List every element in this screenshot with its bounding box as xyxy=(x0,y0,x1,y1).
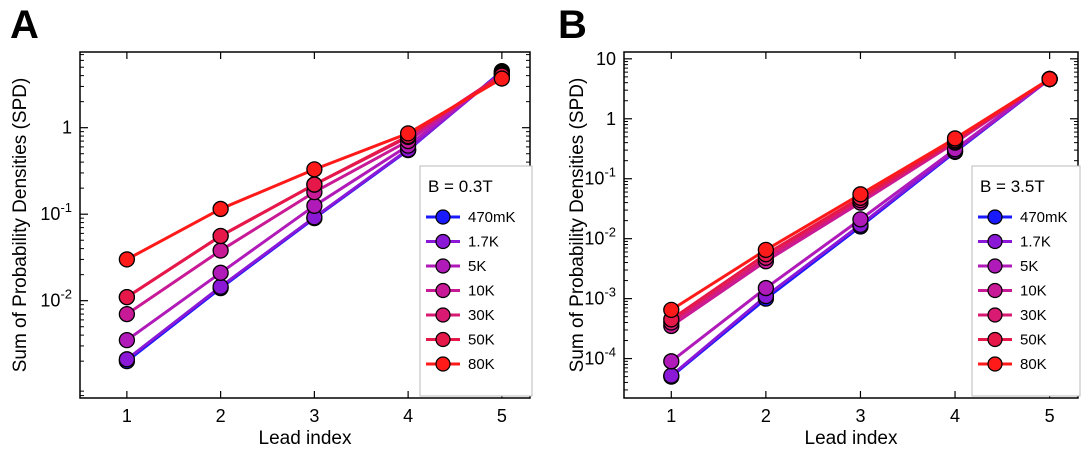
y-tick-base: 10 xyxy=(584,289,604,309)
legend-entry-5K: 5K xyxy=(1020,258,1038,275)
y-axis-title: Sum of Probability Densities (SPD) xyxy=(10,78,31,373)
x-tick-label: 2 xyxy=(216,406,226,426)
x-tick-label: 3 xyxy=(855,406,865,426)
data-point-5K xyxy=(306,197,323,214)
legend-entry-5K: 5K xyxy=(468,258,486,275)
x-axis-title: Lead index xyxy=(259,428,352,449)
legend-entry-10K: 10K xyxy=(1020,283,1047,300)
data-point-50K xyxy=(118,288,136,306)
data-point-50K xyxy=(306,176,323,193)
legend-marker-30K xyxy=(987,307,1003,323)
legend-entry-470mK: 470mK xyxy=(468,209,516,226)
legend-entry-1.7K: 1.7K xyxy=(468,234,499,251)
legend-marker-80K xyxy=(987,356,1003,372)
x-axis-title: Lead index xyxy=(805,428,898,449)
x-tick-label: 4 xyxy=(950,406,960,426)
legend-marker-470mK xyxy=(987,209,1003,225)
legend-box xyxy=(419,165,533,397)
y-tick-exponent: -3 xyxy=(604,285,616,300)
y-tick-exponent: -1 xyxy=(604,165,616,180)
data-point-1.7K xyxy=(118,351,136,368)
legend-marker-1.7K xyxy=(987,233,1003,250)
y-tick-exponent: -2 xyxy=(60,287,72,302)
legend-marker-50K xyxy=(435,331,451,348)
x-tick-label: 5 xyxy=(1045,406,1055,426)
y-tick-label: 10-4 xyxy=(584,345,616,369)
x-tick-label: 5 xyxy=(497,406,507,426)
data-point-80K xyxy=(493,70,511,87)
data-point-10K xyxy=(212,242,229,259)
panel-letter-b: B xyxy=(558,3,587,47)
y-tick-exponent: -1 xyxy=(60,200,72,215)
data-point-5K xyxy=(663,353,680,370)
y-tick-base: 1 xyxy=(62,118,72,138)
legend-entry-80K: 80K xyxy=(468,356,495,373)
legend-marker-5K xyxy=(987,258,1003,274)
legend-marker-80K xyxy=(435,356,451,372)
y-tick-base: 10 xyxy=(584,229,604,249)
legend-entry-470mK: 470mK xyxy=(1020,209,1068,226)
data-point-1.7K xyxy=(212,278,229,295)
y-tick-label: 10 xyxy=(596,49,616,69)
y-tick-base: 10 xyxy=(596,49,616,69)
y-tick-label: 10-1 xyxy=(584,165,616,189)
data-point-80K xyxy=(399,125,417,142)
x-tick-label: 3 xyxy=(309,406,319,426)
y-tick-label: 1 xyxy=(62,118,72,138)
data-point-5K xyxy=(852,211,869,228)
y-tick-base: 10 xyxy=(584,169,604,189)
data-point-5K xyxy=(118,331,136,349)
legend-entry-80K: 80K xyxy=(1020,356,1047,373)
x-tick-label: 1 xyxy=(122,406,132,426)
legend-title: B = 0.3T xyxy=(428,177,493,196)
legend-entry-50K: 50K xyxy=(468,332,495,349)
data-point-1.7K xyxy=(663,367,680,384)
legend-marker-50K xyxy=(987,331,1003,348)
x-tick-label: 1 xyxy=(666,406,676,426)
data-point-80K xyxy=(306,161,323,178)
data-point-80K xyxy=(852,186,869,203)
legend-marker-30K xyxy=(435,307,451,323)
data-point-50K xyxy=(212,227,229,245)
y-tick-base: 10 xyxy=(40,204,60,224)
legend-entry-30K: 30K xyxy=(468,307,495,324)
y-tick-label: 10-1 xyxy=(40,200,72,224)
y-tick-base: 10 xyxy=(40,291,60,311)
data-point-80K xyxy=(946,130,964,147)
y-tick-label: 10-2 xyxy=(40,287,72,311)
legend-marker-10K xyxy=(435,282,451,299)
panel-letter-a: A xyxy=(10,3,39,47)
legend-marker-10K xyxy=(987,282,1003,299)
y-axis-title: Sum of Probability Densities (SPD) xyxy=(567,78,588,373)
data-point-10K xyxy=(118,305,136,323)
legend-box xyxy=(971,165,1081,397)
legend-entry-30K: 30K xyxy=(1020,307,1047,324)
data-point-80K xyxy=(757,241,775,259)
x-tick-label: 2 xyxy=(761,406,771,426)
legend-marker-1.7K xyxy=(435,233,451,250)
legend-marker-470mK xyxy=(435,209,451,225)
y-tick-base: 10 xyxy=(584,349,604,369)
y-tick-exponent: -2 xyxy=(604,225,616,240)
y-tick-label: 10-2 xyxy=(584,225,616,249)
legend-entry-1.7K: 1.7K xyxy=(1020,234,1051,251)
x-tick-label: 4 xyxy=(403,406,413,426)
y-tick-base: 1 xyxy=(606,109,616,129)
data-point-80K xyxy=(1041,70,1058,88)
data-point-80K xyxy=(118,251,136,268)
data-point-5K xyxy=(757,279,775,297)
legend-title: B = 3.5T xyxy=(980,177,1045,196)
data-point-80K xyxy=(663,301,680,318)
legend-entry-50K: 50K xyxy=(1020,332,1047,349)
data-point-5K xyxy=(212,264,229,281)
legend-marker-5K xyxy=(435,258,451,274)
y-tick-label: 10-3 xyxy=(584,285,616,309)
y-tick-label: 1 xyxy=(606,109,616,129)
data-point-80K xyxy=(212,200,229,218)
y-tick-exponent: -4 xyxy=(604,345,616,360)
legend-entry-10K: 10K xyxy=(468,283,495,300)
